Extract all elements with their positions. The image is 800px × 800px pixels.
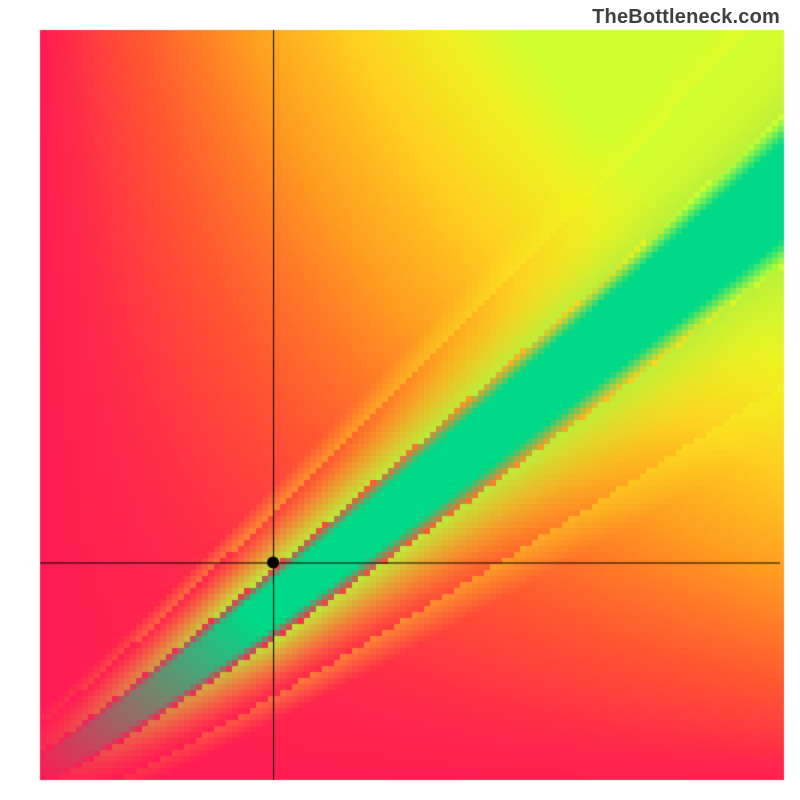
chart-container: TheBottleneck.com — [0, 0, 800, 800]
heatmap-canvas — [0, 0, 800, 800]
watermark-text: TheBottleneck.com — [592, 6, 780, 29]
